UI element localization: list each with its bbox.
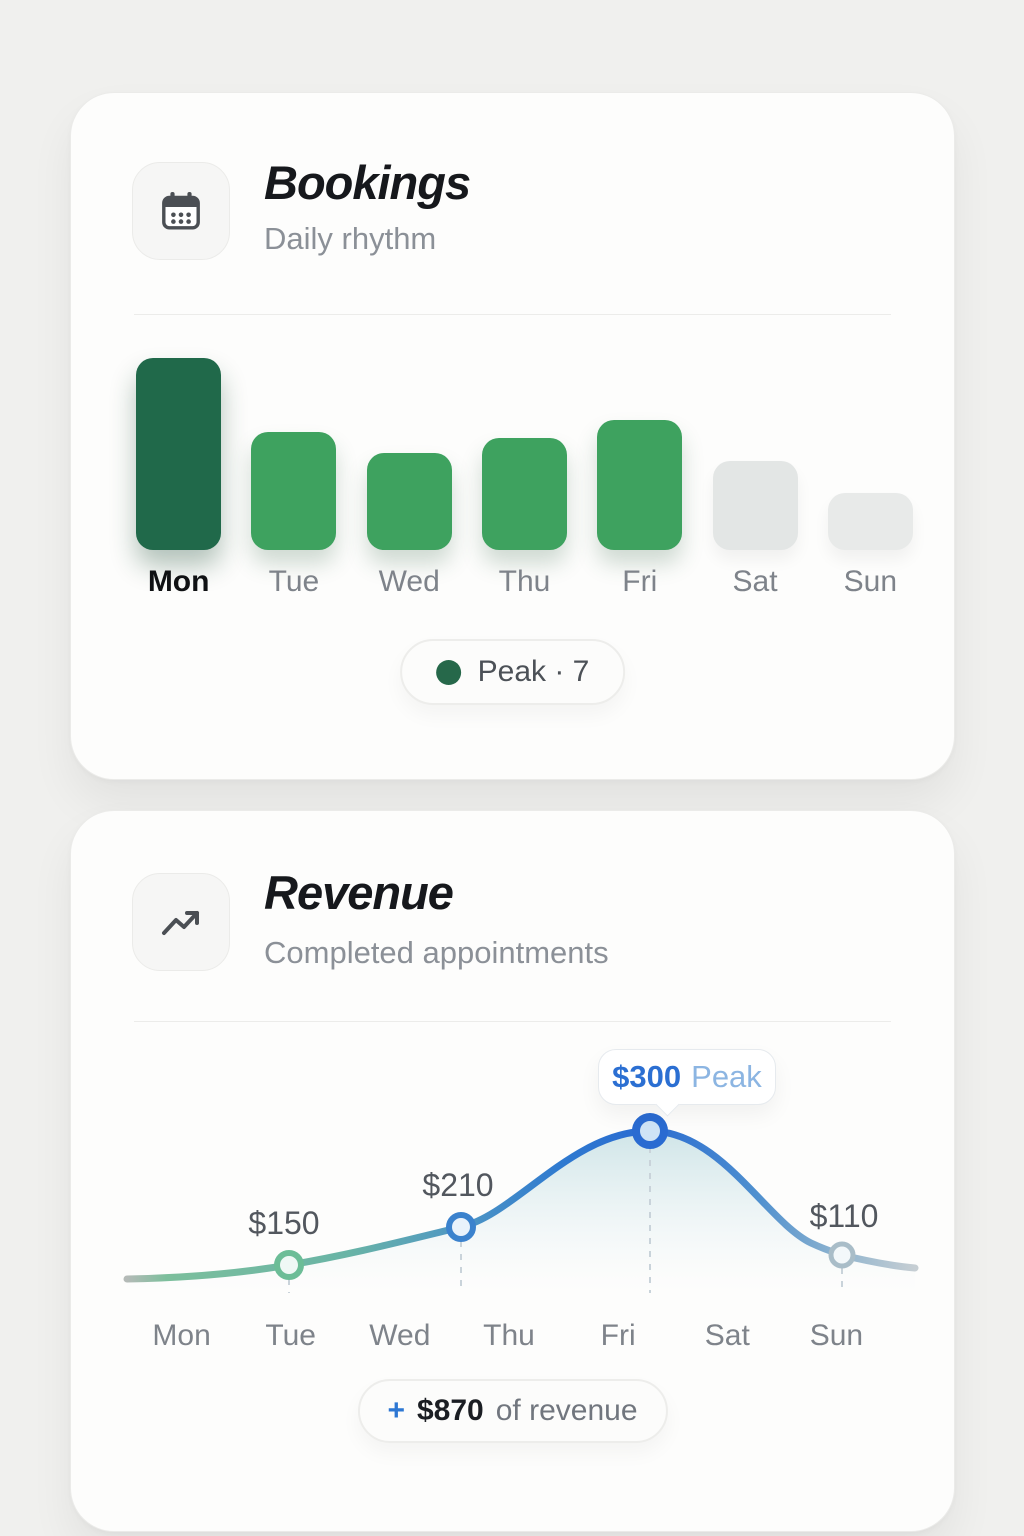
point-label-wed: $210 [422, 1167, 493, 1203]
peak-chip: Peak · 7 [399, 639, 626, 705]
tooltip-value: $300 [612, 1059, 682, 1094]
revenue-title: Revenue [264, 866, 454, 919]
revenue-divider [134, 1021, 891, 1022]
bar-column [352, 453, 467, 550]
revenue-amount: $870 [417, 1394, 484, 1427]
bar-sun[interactable] [827, 493, 913, 550]
bar-column [467, 438, 582, 550]
calendar-icon-tile [132, 162, 230, 260]
day-label-sun: Sun [843, 565, 898, 598]
trending-up-icon-tile [132, 873, 230, 971]
bar-mon[interactable] [136, 358, 222, 550]
day-label-fri: Fri [622, 565, 658, 598]
calendar-icon [162, 192, 200, 230]
marker-wed[interactable] [446, 1212, 476, 1242]
day-label-wed: Wed [369, 1319, 431, 1352]
revenue-day-row: Mon Tue Wed Thu Fri Sat Sun [127, 1319, 891, 1353]
day-label-thu: Thu [498, 565, 551, 598]
bookings-title: Bookings [264, 156, 471, 209]
bar-sat[interactable] [712, 461, 798, 550]
peak-dot-icon [435, 659, 461, 685]
peak-chip-label: Peak · 7 [477, 655, 590, 688]
marker-sun[interactable] [828, 1241, 856, 1269]
revenue-chip: + $870 of revenue [357, 1379, 668, 1443]
marker-tue[interactable] [274, 1250, 304, 1280]
revenue-subtitle: Completed appointments [264, 935, 609, 970]
bar-tue[interactable] [251, 432, 337, 550]
day-label-wed: Wed [378, 565, 440, 598]
bar-column [582, 420, 697, 550]
peak-tooltip: $300 Peak [598, 1049, 776, 1105]
point-label-sun: $110 [810, 1198, 879, 1234]
day-label-fri: Fri [600, 1319, 636, 1352]
bookings-day-row: Mon Tue Wed Thu Fri Sat Sun [121, 565, 928, 599]
day-label-sat: Sat [732, 565, 778, 598]
bar-wed[interactable] [366, 453, 452, 550]
marker-fri-peak[interactable] [632, 1113, 668, 1149]
trending-up-icon [162, 911, 199, 935]
plus-icon: + [387, 1394, 405, 1427]
day-label-sat: Sat [704, 1319, 750, 1352]
day-label-sun: Sun [809, 1319, 864, 1352]
bar-column [236, 432, 351, 550]
day-label-thu: Thu [483, 1319, 535, 1352]
revenue-suffix: of revenue [495, 1394, 638, 1427]
day-label-tue: Tue [265, 1319, 316, 1352]
point-label-tue: $150 [248, 1205, 319, 1241]
bookings-divider [134, 314, 891, 315]
day-label-tue: Tue [268, 565, 320, 598]
bookings-subtitle: Daily rhythm [264, 221, 437, 256]
revenue-line-chart: $150 $210 $110 $300 Peak [111, 1041, 931, 1301]
revenue-area [127, 1131, 915, 1293]
revenue-card: Revenue Completed appointments [70, 810, 955, 1532]
bookings-card: Bookings Daily rhythm Mon Tue Wed Thu Fri Sat… [70, 92, 955, 780]
day-label-mon: Mon [147, 565, 210, 598]
bar-column [697, 461, 812, 550]
bar-fri[interactable] [597, 420, 683, 550]
day-label-mon: Mon [152, 1319, 211, 1352]
bar-column [121, 358, 236, 550]
bar-thu[interactable] [481, 438, 567, 550]
bar-column [813, 493, 928, 550]
tooltip-label: Peak [691, 1059, 762, 1094]
bookings-bar-chart [121, 350, 928, 550]
